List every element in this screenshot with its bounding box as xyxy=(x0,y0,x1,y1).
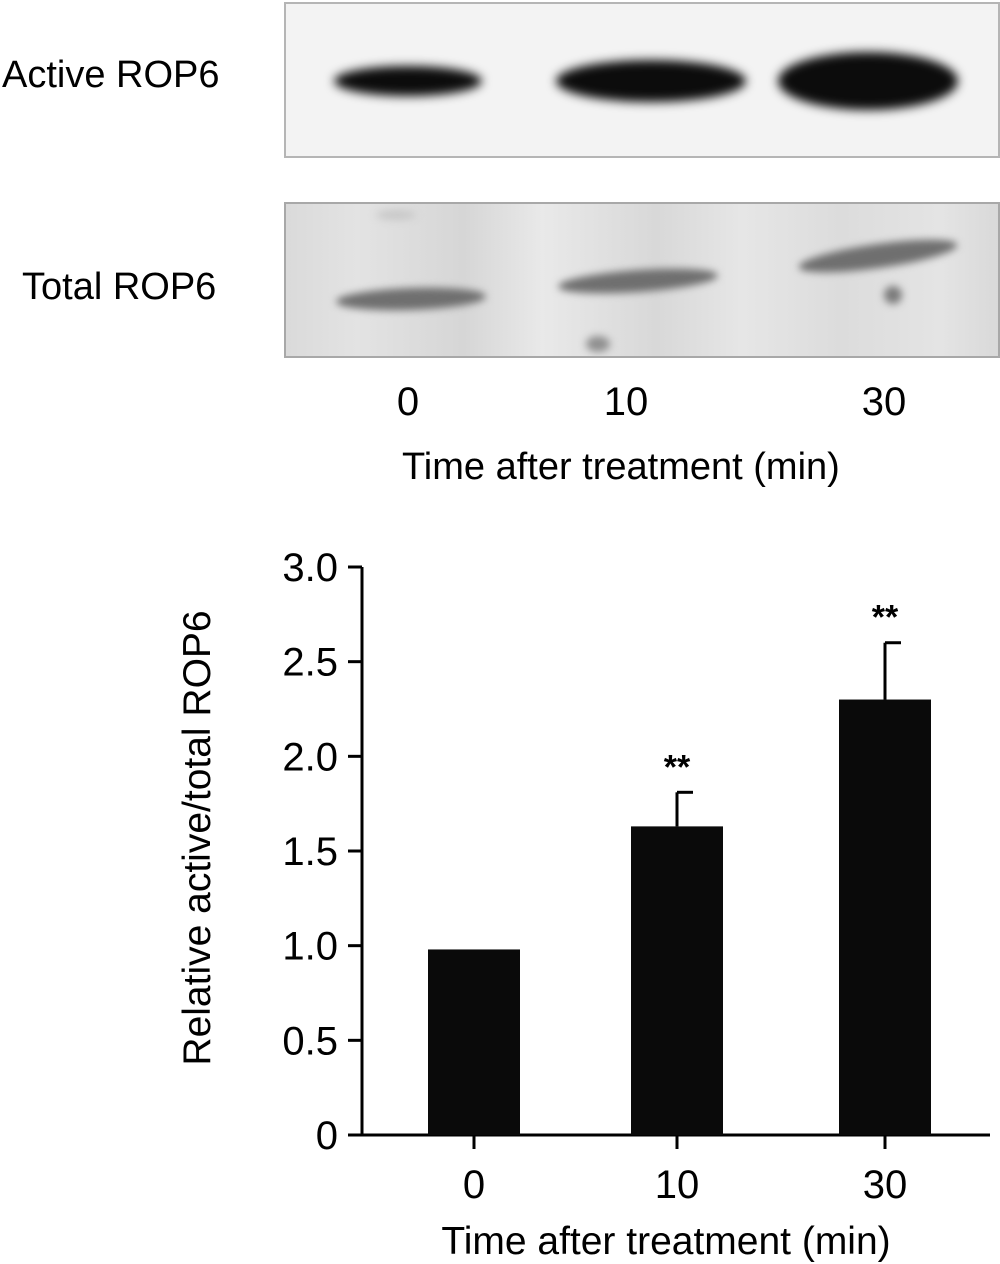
blot-lane-label: 0 xyxy=(396,380,420,424)
blot-xlabel: Time after treatment (min) xyxy=(402,446,840,488)
blot-spot xyxy=(884,286,902,304)
active-band-lane-0 xyxy=(334,66,482,96)
bar xyxy=(839,699,931,1135)
bar xyxy=(631,826,723,1135)
blot-lane-label: 30 xyxy=(861,380,907,424)
y-tick-label: 1.0 xyxy=(282,925,338,969)
active-rop6-blot xyxy=(284,2,1000,158)
active-band-lane-30 xyxy=(778,52,958,110)
y-tick-label: 0 xyxy=(316,1114,338,1158)
active-band-lane-10 xyxy=(556,60,746,102)
blot-lane-label: 10 xyxy=(603,380,649,424)
y-tick-label: 2.5 xyxy=(282,641,338,685)
total-rop6-blot xyxy=(284,202,1000,358)
significance-marker: ** xyxy=(872,599,899,637)
y-tick-label: 3.0 xyxy=(282,546,338,590)
y-tick-label: 0.5 xyxy=(282,1019,338,1063)
x-tick-label: 0 xyxy=(463,1163,485,1207)
x-axis-label: Time after treatment (min) xyxy=(441,1220,890,1263)
y-axis-label: Relative active/total ROP6 xyxy=(176,610,219,1065)
y-tick-label: 1.5 xyxy=(282,830,338,874)
blot-spot xyxy=(586,336,610,352)
x-tick-label: 10 xyxy=(655,1163,700,1207)
x-tick-label: 30 xyxy=(863,1163,908,1207)
significance-marker: ** xyxy=(664,748,691,786)
blot-spot xyxy=(376,210,416,220)
y-tick-label: 2.0 xyxy=(282,735,338,779)
blot-row-label-total: Total ROP6 xyxy=(22,266,217,308)
bar xyxy=(428,949,520,1135)
blot-row-label-active: Active ROP6 xyxy=(2,54,220,96)
